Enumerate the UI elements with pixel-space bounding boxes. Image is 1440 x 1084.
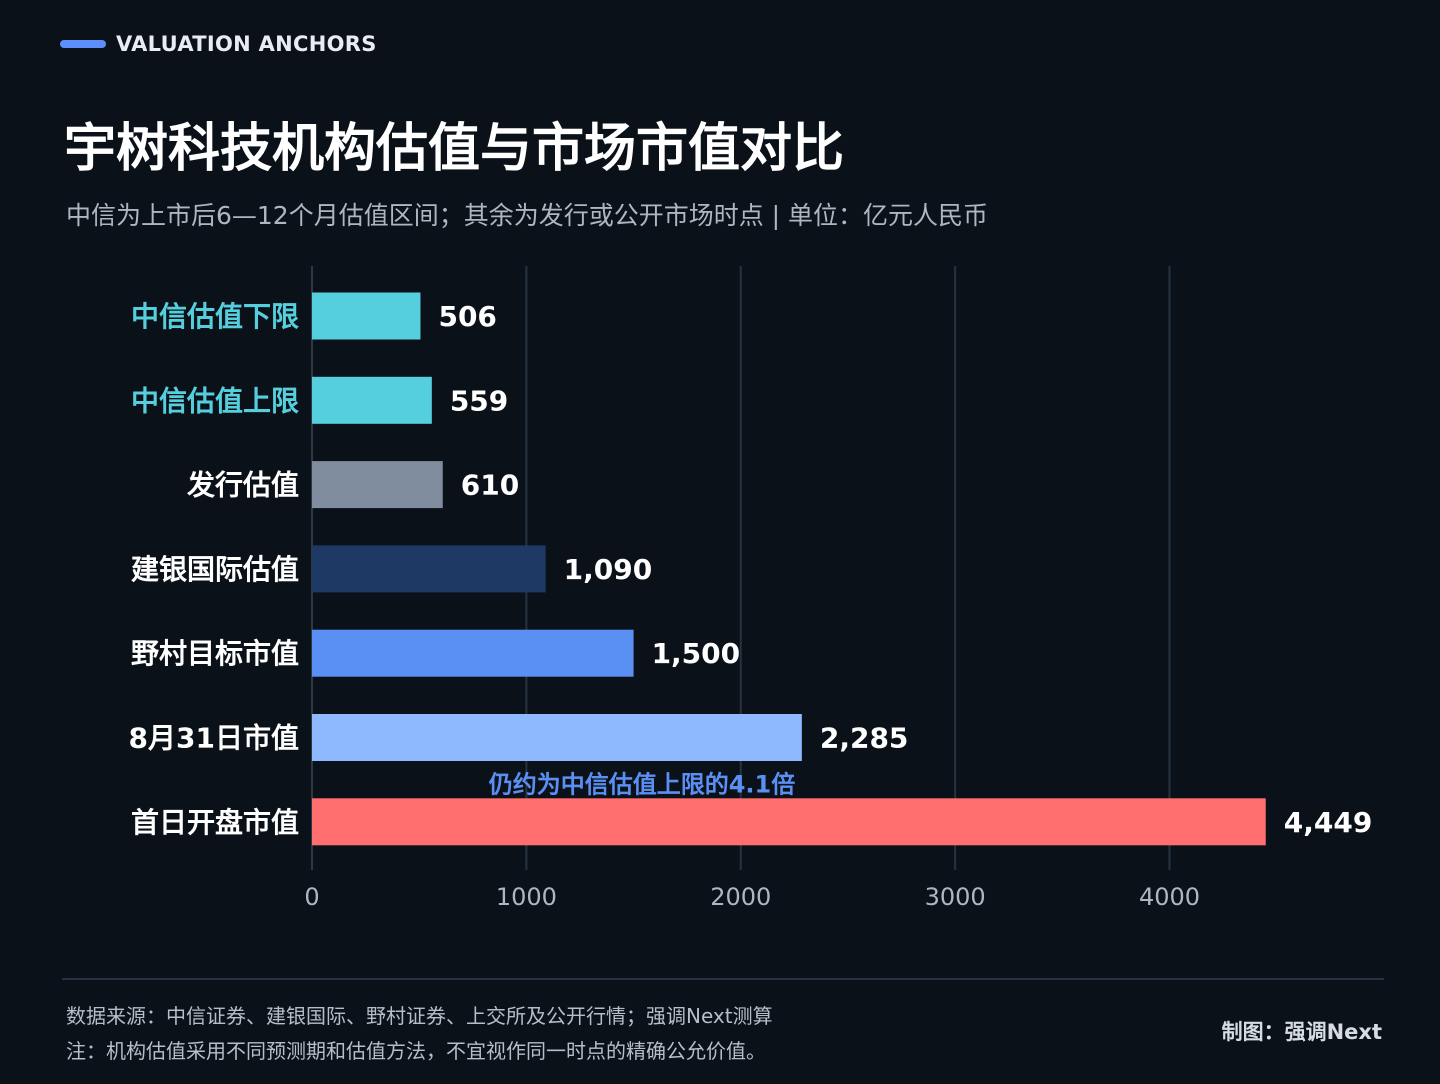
category-label-4: 建银国际估值 — [131, 553, 299, 586]
value-label-1: 506 — [438, 300, 496, 333]
value-label-6: 2,285 — [820, 722, 909, 755]
category-label-2: 中信估值上限 — [131, 384, 299, 417]
bar-5 — [312, 629, 634, 677]
x-tick-label-3000: 3000 — [925, 883, 986, 911]
x-tick-label-0: 0 — [304, 883, 319, 911]
category-label-5: 野村目标市值 — [131, 637, 299, 670]
category-label-3: 发行估值 — [186, 469, 299, 502]
value-label-5: 1,500 — [652, 637, 741, 670]
bar-1 — [312, 292, 421, 340]
footnote: 注：机构估值采用不同预测期和估值方法，不宜视作同一时点的精确公允价值。 — [66, 1039, 766, 1063]
value-label-4: 1,090 — [564, 553, 653, 586]
category-label-6: 8月31日市值 — [129, 722, 299, 755]
category-label-7: 首日开盘市值 — [131, 806, 299, 839]
bar-7 — [312, 798, 1266, 846]
chart-title: 宇树科技机构估值与市场市值对比 — [64, 119, 845, 179]
value-label-7: 4,449 — [1284, 806, 1373, 839]
kicker-label: VALUATION ANCHORS — [116, 32, 377, 56]
chart-subtitle: 中信为上市后6—12个月估值区间；其余为发行或公开市场时点 | 单位：亿元人民币 — [66, 201, 989, 230]
value-label-2: 559 — [450, 384, 508, 417]
category-label-1: 中信估值下限 — [131, 300, 299, 333]
value-label-3: 610 — [461, 469, 519, 502]
bar-4 — [312, 545, 546, 593]
data-source: 数据来源：中信证券、建银国际、野村证券、上交所及公开行情；强调Next测算 — [66, 1004, 773, 1028]
kicker-accent-bar — [60, 40, 106, 48]
annotation-text: 仍约为中信估值上限的4.1倍 — [489, 770, 796, 798]
x-tick-label-1000: 1000 — [496, 883, 557, 911]
footer-divider — [62, 978, 1384, 980]
kicker: VALUATION ANCHORS — [60, 30, 377, 58]
x-tick-label-2000: 2000 — [710, 883, 771, 911]
chart-credit: 制图：强调Next — [1221, 1020, 1382, 1044]
x-tick-label-4000: 4000 — [1139, 883, 1200, 911]
bar-2 — [312, 376, 432, 424]
bar-3 — [312, 461, 443, 509]
bar-6 — [312, 714, 802, 761]
